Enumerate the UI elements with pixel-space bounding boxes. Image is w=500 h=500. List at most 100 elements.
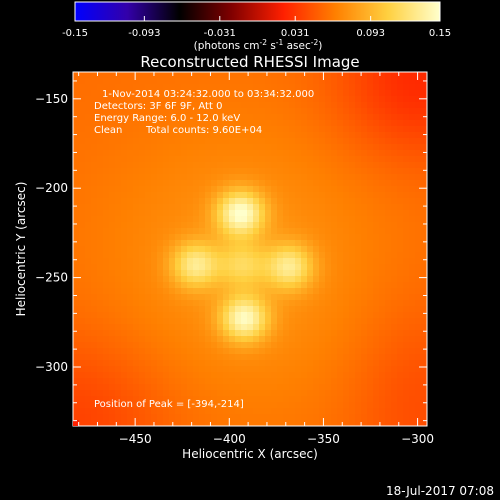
heatmap-cell (409, 234, 416, 241)
heatmap-cell (109, 348, 116, 355)
heatmap-cell (373, 84, 380, 91)
heatmap-cell (115, 108, 122, 115)
heatmap-cell (403, 150, 410, 157)
heatmap-cell (223, 402, 230, 409)
heatmap-cell (115, 78, 122, 85)
heatmap-cell (247, 330, 254, 337)
heatmap-cell (175, 306, 182, 313)
heatmap-cell (307, 192, 314, 199)
heatmap-cell (199, 276, 206, 283)
heatmap-cell (163, 306, 170, 313)
heatmap-cell (367, 306, 374, 313)
heatmap-cell (313, 258, 320, 265)
heatmap-cell (157, 324, 164, 331)
heatmap-cell (379, 204, 386, 211)
heatmap-cell (103, 114, 110, 121)
heatmap-cell (265, 288, 272, 295)
heatmap-cell (343, 258, 350, 265)
heatmap-cell (397, 408, 404, 415)
heatmap-cell (199, 396, 206, 403)
heatmap-cell (97, 132, 104, 139)
heatmap-cell (355, 336, 362, 343)
heatmap-cell (115, 408, 122, 415)
heatmap-cell (295, 72, 302, 79)
heatmap-cell (259, 240, 266, 247)
heatmap-cell (133, 402, 140, 409)
heatmap-cell (277, 288, 284, 295)
heatmap-cell (325, 186, 332, 193)
heatmap-cell (325, 84, 332, 91)
heatmap-cell (421, 150, 427, 157)
heatmap-cell (355, 294, 362, 301)
heatmap-cell (145, 252, 152, 259)
heatmap-cell (325, 408, 332, 415)
heatmap-cell (121, 156, 128, 163)
heatmap-cell (361, 306, 368, 313)
heatmap-cell (193, 312, 200, 319)
heatmap-cell (115, 216, 122, 223)
heatmap-cell (277, 336, 284, 343)
heatmap-cell (307, 108, 314, 115)
heatmap-cell (271, 396, 278, 403)
heatmap-cell (85, 228, 92, 235)
heatmap-cell (217, 162, 224, 169)
heatmap-cell (349, 282, 356, 289)
heatmap-cell (145, 228, 152, 235)
heatmap-cell (361, 78, 368, 85)
heatmap-cell (265, 240, 272, 247)
heatmap-cell (139, 330, 146, 337)
heatmap-cell (151, 216, 158, 223)
heatmap-cell (175, 186, 182, 193)
heatmap-cell (313, 336, 320, 343)
heatmap-cell (157, 276, 164, 283)
heatmap-cell (115, 348, 122, 355)
heatmap-cell (415, 204, 422, 211)
heatmap-cell (121, 306, 128, 313)
heatmap-cell (289, 216, 296, 223)
heatmap-cell (379, 114, 386, 121)
heatmap-cell (331, 408, 338, 415)
heatmap-cell (79, 420, 86, 426)
heatmap-cell (265, 282, 272, 289)
heatmap-cell (343, 150, 350, 157)
heatmap-cell (319, 252, 326, 259)
heatmap-cell (343, 198, 350, 205)
heatmap-cell (211, 180, 218, 187)
heatmap-cell (259, 366, 266, 373)
chart-title: Reconstructed RHESSI Image (140, 53, 359, 71)
heatmap-cell (205, 204, 212, 211)
heatmap-cell (397, 282, 404, 289)
heatmap-cell (211, 282, 218, 289)
heatmap-cell (265, 264, 272, 271)
heatmap-cell (259, 234, 266, 241)
heatmap-cell (157, 258, 164, 265)
heatmap-cell (181, 336, 188, 343)
heatmap-cell (385, 408, 392, 415)
heatmap-cell (163, 120, 170, 127)
heatmap-cell (241, 186, 248, 193)
heatmap-cell (247, 84, 254, 91)
heatmap-cell (373, 246, 380, 253)
heatmap-cell (295, 288, 302, 295)
heatmap-cell (199, 204, 206, 211)
heatmap-cell (265, 312, 272, 319)
heatmap-cell (283, 270, 290, 277)
heatmap-cell (343, 300, 350, 307)
heatmap-cell (217, 258, 224, 265)
heatmap-cell (385, 144, 392, 151)
heatmap-cell (163, 192, 170, 199)
heatmap-cell (265, 342, 272, 349)
heatmap-cell (295, 156, 302, 163)
heatmap-cell (331, 162, 338, 169)
heatmap-cell (175, 414, 182, 421)
heatmap-cell (79, 378, 86, 385)
heatmap-cell (187, 420, 194, 426)
heatmap-cell (139, 216, 146, 223)
heatmap-cell (337, 138, 344, 145)
heatmap-cell (181, 258, 188, 265)
heatmap-cell (109, 300, 116, 307)
heatmap-cell (259, 396, 266, 403)
heatmap-cell (337, 378, 344, 385)
heatmap-cell (277, 156, 284, 163)
heatmap-cell (139, 222, 146, 229)
